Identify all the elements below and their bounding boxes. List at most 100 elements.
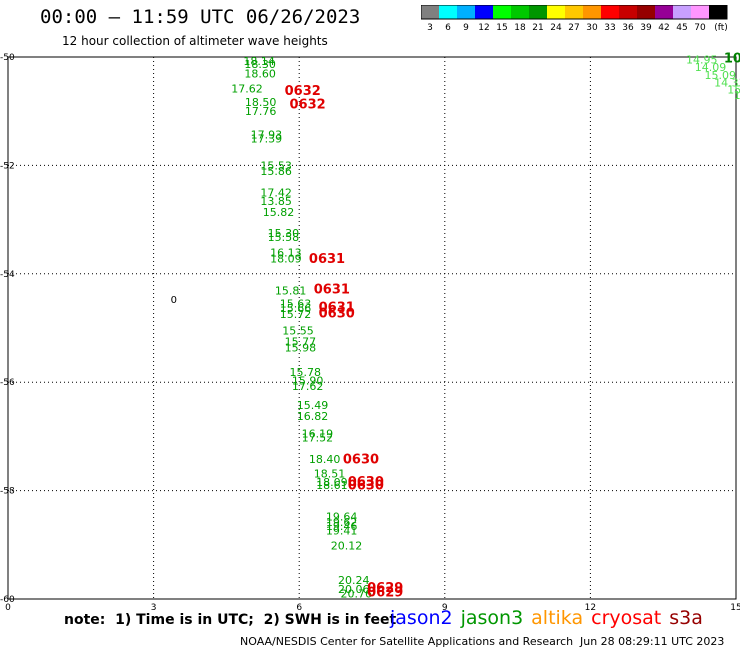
wave-height-label: 18.40 <box>309 453 341 466</box>
map-frame <box>7 56 737 600</box>
satellite-legend-jason3: jason3 <box>460 607 524 629</box>
wave-height-label: 15.72 <box>280 308 312 321</box>
wave-height-label: 15.86 <box>260 165 292 178</box>
colorbar-swatch <box>637 5 655 19</box>
wave-height-label: 18.09 <box>316 476 348 489</box>
wave-height-label: 17.62 <box>292 380 324 393</box>
colorbar-label: 42 <box>658 23 669 33</box>
wave-height-map: 0 3 6 9 12 15-50-52-54-56-58-60018.1418.3018.… <box>0 52 740 610</box>
wave-height-label: 15.66 <box>280 302 312 315</box>
wave-height-label: 15.98 <box>285 342 317 355</box>
page-subtitle: 12 hour collection of altimeter wave hei… <box>62 34 328 48</box>
wave-height-label: 18.60 <box>244 67 276 80</box>
colorbar-swatch <box>421 5 439 19</box>
y-tick-label: -58 <box>0 487 15 497</box>
colorbar-swatch <box>673 5 691 19</box>
wave-height-label: 17.42 <box>260 187 292 200</box>
colorbar-label: 39 <box>640 23 652 33</box>
x-tick-label: 9 <box>442 603 448 610</box>
pass-time-label: 0630 <box>348 479 384 494</box>
wave-height-label: 15.53 <box>260 159 292 172</box>
wave-height-label: 15.78 <box>289 366 321 379</box>
y-tick-label: -60 <box>0 595 15 605</box>
wave-height-label: 14.09 <box>695 61 727 74</box>
pass-time-label: 0631 <box>319 300 355 315</box>
colorbar-label: 36 <box>622 23 634 33</box>
x-tick-label: 3 <box>151 603 157 610</box>
wave-height-label: 16.82 <box>297 410 329 423</box>
wave-height-label: 15.09 <box>704 69 736 82</box>
colorbar-label: 6 <box>445 23 451 33</box>
wave-height-label: 17.39 <box>251 132 283 145</box>
wave-height-label: 20.06 <box>338 583 370 596</box>
satellite-legend-s3a: s3a <box>669 607 703 629</box>
colorbar-swatch <box>547 5 565 19</box>
colorbar-swatch <box>493 5 511 19</box>
wave-height-label: 15.49 <box>297 399 329 412</box>
colorbar-swatch <box>655 5 673 19</box>
contour-label: 0 <box>171 295 177 306</box>
colorbar-border <box>421 5 728 20</box>
x-tick-label: 12 <box>585 603 596 610</box>
colorbar-swatch <box>601 5 619 19</box>
colorbar-swatch <box>691 5 709 19</box>
colorbar-swatch <box>529 5 547 19</box>
x-tick-label: 0 <box>5 603 11 610</box>
colorbar-label: 21 <box>532 23 543 33</box>
colorbar-swatch <box>511 5 529 19</box>
satellite-legend-cryosat: cryosat <box>591 607 662 629</box>
wave-height-label: 16.13 <box>270 247 302 260</box>
colorbar-legend: 3 6 9 12 15 18 21 24 27 30 33 36 39 42 45 70 (ft) <box>421 5 728 33</box>
wave-height-label: 1 <box>734 89 740 102</box>
page-title: 00:00 – 11:59 UTC 06/26/2023 <box>40 6 361 28</box>
colorbar-swatch <box>709 5 727 19</box>
wave-height-label: 19.46 <box>326 520 358 533</box>
wave-height-label: 18.30 <box>244 58 276 71</box>
wave-height-label: 15.81 <box>275 285 307 298</box>
pass-time-label: 0629 <box>367 585 403 600</box>
y-tick-label: -52 <box>0 161 15 171</box>
wave-height-label: 17.93 <box>251 129 283 142</box>
colorbar-label: 30 <box>586 23 598 33</box>
colorbar-label: 33 <box>604 23 615 33</box>
colorbar-swatch <box>619 5 637 19</box>
wave-height-label: 20.76 <box>340 588 372 601</box>
y-tick-label: -50 <box>0 53 15 63</box>
colorbar-label: 12 <box>478 23 489 33</box>
pass-time-label: 0631 <box>314 283 350 298</box>
wave-height-label: 19.41 <box>326 525 358 538</box>
y-tick-label: -54 <box>0 270 15 280</box>
colorbar-swatch <box>475 5 493 19</box>
wave-height-label: 15.55 <box>282 325 314 338</box>
pass-time-label: 0631 <box>309 252 345 267</box>
pass-time-label: 0630 <box>343 453 379 468</box>
colorbar-label: 70 <box>694 23 706 33</box>
pass-time-label: 0629 <box>367 581 403 596</box>
colorbar-label: 18 <box>514 23 526 33</box>
wave-height-label: 102 <box>724 52 740 67</box>
wave-height-label: 15.90 <box>292 375 324 388</box>
wave-height-label: 20.12 <box>331 539 363 552</box>
colorbar-swatch <box>565 5 583 19</box>
pass-time-label: 0630 <box>348 475 384 490</box>
wave-height-label: 18.14 <box>243 55 274 68</box>
pass-time-label: 0630 <box>319 306 355 321</box>
wave-height-label: 15.30 <box>268 227 300 240</box>
colorbar-swatch <box>583 5 601 19</box>
wave-height-label: 15.63 <box>280 298 312 311</box>
wave-height-label: 16.19 <box>302 428 334 441</box>
satellite-legend: jason2 jason3 altika cryosat s3a <box>390 607 711 629</box>
pass-time-label: 0632 <box>289 98 325 113</box>
colorbar-label: (ft) <box>714 23 728 33</box>
colorbar-label: 15 <box>496 23 507 33</box>
satellite-legend-jason2: jason2 <box>390 607 453 629</box>
credit-timestamp: Jun 28 08:29:11 UTC 2023 <box>580 635 725 648</box>
wave-height-label: 15.58 <box>268 231 300 244</box>
wave-height-label: 15. <box>727 84 740 97</box>
satellite-legend-altika: altika <box>531 607 584 629</box>
wave-height-label: 14.95 <box>686 54 718 67</box>
wave-height-label: 19.64 <box>326 511 358 524</box>
x-tick-label: 6 <box>296 603 302 610</box>
wave-height-label: 17.62 <box>231 82 263 95</box>
x-tick-label: 15 <box>730 603 740 610</box>
